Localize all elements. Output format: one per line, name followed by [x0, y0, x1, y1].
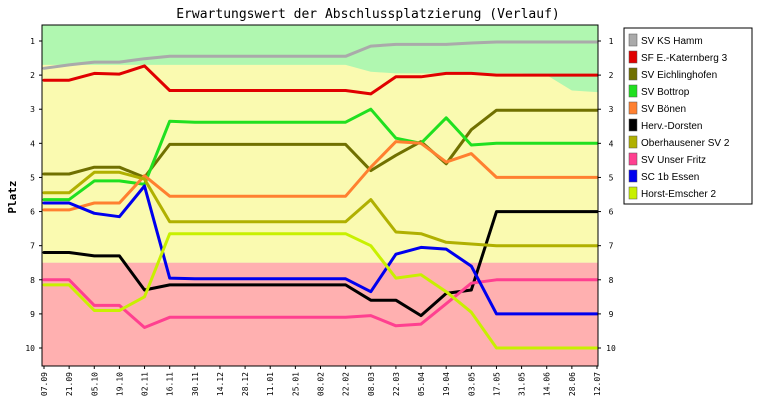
- y-tick-label-left: 8: [30, 276, 35, 285]
- legend-swatch: [628, 67, 638, 81]
- legend-entry: SV Bottrop: [641, 87, 690, 98]
- series-line-8: [42, 184, 599, 316]
- zone-middle: [42, 64, 598, 263]
- series-line-7: [42, 278, 599, 329]
- series-line-1: [42, 64, 599, 96]
- y-tick-label-right: 10: [606, 344, 616, 353]
- y-axis-label: Platz: [6, 180, 19, 213]
- y-tick-label-left: 2: [30, 71, 35, 80]
- legend-entry: SV Unser Fritz: [641, 155, 706, 166]
- y-tick-label-left: 4: [30, 139, 35, 148]
- x-tick-label: 28.06: [568, 372, 577, 396]
- series-lines: [42, 40, 599, 350]
- y-tick-label-left: 1: [30, 37, 35, 46]
- x-tick-label: 28.12: [241, 372, 250, 396]
- y-tick-label-left: 10: [25, 344, 35, 353]
- legend-swatch: [628, 33, 638, 47]
- x-tick-label: 12.07: [593, 372, 602, 396]
- x-tick-label: 03.05: [467, 372, 476, 396]
- series-line-0: [42, 40, 599, 70]
- series-line-9: [42, 232, 599, 350]
- x-tick-label: 19.10: [115, 372, 124, 396]
- axis-ticks: 1 1 2 2 3 3 4 4 5 5 6 6 7 7 8 8 9 9 10 10 07.09 21.09 05.10 19.…: [25, 37, 616, 396]
- x-tick-label: 22.03: [392, 372, 401, 396]
- x-tick-label: 17.05: [492, 372, 501, 396]
- legend-entry: Horst-Emscher 2: [641, 189, 716, 200]
- legend-swatch: [628, 152, 638, 166]
- legend-entry: SV Eichlinghofen: [641, 70, 717, 81]
- series-line-4: [42, 140, 599, 212]
- y-tick-label-left: 7: [30, 242, 35, 251]
- x-tick-label: 21.09: [65, 372, 74, 396]
- series-line-2: [42, 108, 599, 179]
- legend-swatch: [628, 84, 638, 98]
- x-tick-label: 05.10: [90, 372, 99, 396]
- y-tick-label-left: 5: [30, 173, 35, 182]
- series-line-6: [42, 170, 599, 248]
- legend-swatch: [628, 186, 638, 200]
- x-tick-label: 16.11: [166, 372, 175, 396]
- y-tick-label-left: 3: [30, 105, 35, 114]
- legend-entry: Herv.-Dorsten: [641, 121, 703, 132]
- legend-entry: SV KS Hamm: [641, 36, 703, 47]
- legend-swatch: [628, 135, 638, 149]
- y-tick-label-left: 9: [30, 310, 35, 319]
- legend-entry: SV Bönen: [641, 104, 686, 115]
- legend-box: [623, 27, 753, 205]
- x-tick-label: 19.04: [442, 372, 451, 396]
- y-tick-label-right: 6: [609, 208, 614, 217]
- y-tick-label-left: 6: [30, 208, 35, 217]
- chart-title: Erwartungswert der Abschlussplatzierung …: [176, 7, 560, 22]
- y-tick-label-right: 7: [609, 242, 614, 251]
- legend: SV KS Hamm SF E.-Katernberg 3 SV Eichlingh…: [623, 27, 753, 205]
- series-line-5: [42, 210, 599, 318]
- x-tick-label: 14.12: [216, 372, 225, 396]
- y-tick-label-right: 4: [609, 139, 614, 148]
- x-tick-label: 08.03: [367, 372, 376, 396]
- x-tick-label: 05.04: [417, 372, 426, 396]
- x-tick-label: 31.05: [518, 372, 527, 396]
- y-tick-label-right: 8: [609, 276, 614, 285]
- x-tick-label: 07.09: [40, 372, 49, 396]
- legend-entry: SF E.-Katernberg 3: [641, 53, 728, 64]
- y-tick-label-right: 2: [609, 71, 614, 80]
- legend-swatch: [628, 50, 638, 64]
- x-tick-label: 08.02: [317, 372, 326, 396]
- y-tick-label-right: 1: [609, 37, 614, 46]
- y-tick-label-right: 5: [609, 173, 614, 182]
- y-tick-label-right: 3: [609, 105, 614, 114]
- x-tick-label: 02.11: [141, 372, 150, 396]
- legend-entry: SC 1b Essen: [641, 172, 699, 183]
- x-tick-label: 11.01: [266, 372, 275, 396]
- legend-swatch: [628, 118, 638, 132]
- x-tick-label: 30.11: [191, 372, 200, 396]
- legend-swatch: [628, 101, 638, 115]
- x-tick-label: 22.02: [342, 372, 351, 396]
- legend-swatch: [628, 169, 638, 183]
- legend-entry: Oberhausener SV 2: [641, 138, 730, 149]
- x-tick-label: 14.06: [543, 372, 552, 396]
- y-tick-label-right: 9: [609, 310, 614, 319]
- x-tick-label: 25.01: [291, 372, 300, 396]
